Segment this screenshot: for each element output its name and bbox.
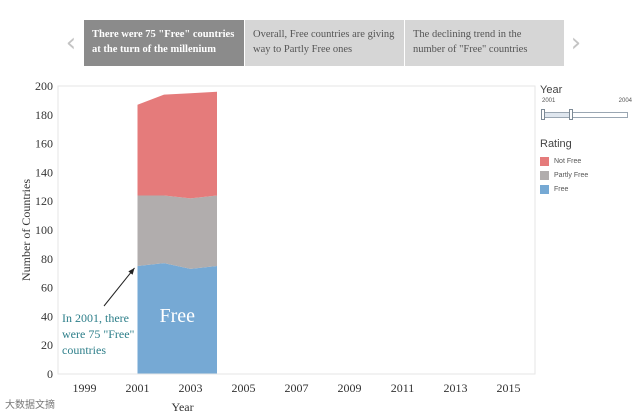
legend-label: Free	[554, 185, 569, 193]
annotation-arrow-line	[103, 267, 135, 307]
y-tick-label: 80	[41, 252, 53, 266]
x-tick-label: 1999	[73, 381, 97, 395]
annotation-arrow-head	[128, 268, 135, 275]
y-tick-label: 160	[35, 137, 53, 151]
legend-panel: Year 2001 2004 Rating Not Free Partly Fr…	[540, 84, 635, 196]
x-axis-title: Year	[171, 400, 193, 414]
plot-frame	[57, 85, 536, 375]
x-tick-label: 2009	[338, 381, 362, 395]
slider-track[interactable]	[543, 112, 628, 118]
year-filter-title: Year	[540, 84, 563, 96]
watermark: 大数据文摘	[5, 400, 55, 411]
legend-item-partly-free[interactable]: Partly Free	[540, 168, 635, 182]
legend-label: Not Free	[554, 157, 582, 165]
y-axis-title: Number of Countries	[19, 179, 33, 281]
area-free[interactable]	[137, 263, 218, 374]
legend-swatch	[540, 184, 549, 194]
story-point-2[interactable]: Overall, Free countries are giving way t…	[244, 20, 404, 66]
chart-areas: Free	[137, 91, 218, 374]
story-point-3[interactable]: The declining trend in the number of "Fr…	[404, 20, 564, 66]
chart-axes: 0 20 40 60 80 100 120 140 160 180 200 1999 2001 2003 2…	[19, 79, 536, 414]
chevron-right-icon[interactable]: ›	[570, 28, 582, 58]
year-range-slider[interactable]: 2001 2004	[540, 98, 635, 126]
x-tick-label: 2015	[497, 381, 521, 395]
y-tick-label: 180	[35, 108, 53, 122]
x-tick-label: 2007	[285, 381, 309, 395]
area-partly-free[interactable]	[137, 195, 218, 269]
x-tick-label: 2005	[232, 381, 256, 395]
y-tick-label: 120	[35, 194, 53, 208]
y-tick-label: 200	[35, 79, 53, 93]
legend-label: Partly Free	[554, 171, 589, 179]
area-label-free: Free	[159, 305, 195, 327]
y-tick-label: 20	[41, 338, 53, 352]
x-tick-label: 2013	[444, 381, 468, 395]
year-max-label: 2004	[618, 98, 632, 104]
legend-item-free[interactable]: Free	[540, 182, 635, 196]
story-points: There were 75 "Free" countries at the tu…	[84, 20, 566, 66]
y-tick-label: 100	[35, 223, 53, 237]
legend-swatch	[540, 156, 549, 166]
x-tick-label: 2003	[179, 381, 203, 395]
y-tick-label: 140	[35, 165, 53, 179]
slider-handle-start[interactable]	[541, 109, 545, 120]
slider-fill	[544, 113, 572, 117]
story-point-1[interactable]: There were 75 "Free" countries at the tu…	[84, 20, 244, 66]
slider-handle-end[interactable]	[569, 109, 574, 120]
legend-swatch	[540, 170, 549, 180]
x-tick-label: 2011	[391, 381, 415, 395]
chevron-left-icon[interactable]: ‹	[65, 28, 77, 58]
area-chart: Free 0 20 40 60 80 100 120 140 160 180 200 1999 2001…	[19, 79, 536, 414]
y-tick-label: 60	[41, 281, 53, 295]
y-tick-label: 40	[41, 309, 53, 323]
rating-legend-title: Rating	[540, 138, 572, 150]
x-tick-label: 2001	[126, 381, 150, 395]
year-min-label: 2001	[542, 98, 556, 104]
area-not-free[interactable]	[137, 91, 218, 199]
y-tick-label: 0	[47, 367, 53, 381]
chart-annotation: In 2001, there were 75 "Free" countries	[62, 311, 135, 357]
legend-item-not-free[interactable]: Not Free	[540, 154, 635, 168]
